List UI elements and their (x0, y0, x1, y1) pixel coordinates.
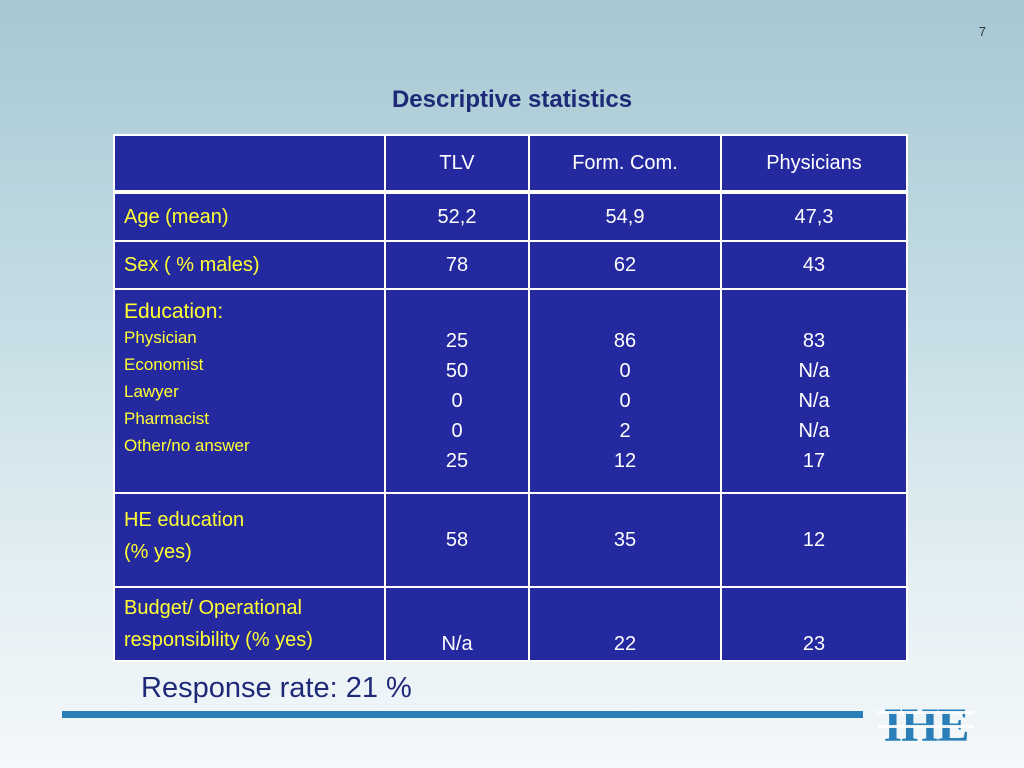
cell-he-tlv: 58 (384, 492, 530, 588)
education-value: 86 (613, 330, 637, 352)
he-label-line: (% yes) (124, 541, 192, 563)
footer-bar (62, 711, 863, 718)
response-rate: Response rate: 21 % (141, 672, 412, 704)
education-value: 83 (802, 330, 826, 352)
cell-sex-physicians: 43 (720, 240, 908, 290)
row-label-sex: Sex ( % males) (113, 240, 386, 290)
education-value: 0 (619, 390, 631, 412)
table-row: Education: Physician Economist Lawyer Ph… (113, 288, 908, 494)
table-row: HE education (% yes) 58 35 12 (113, 492, 908, 588)
cell-budget-form-com: 22 (528, 586, 722, 662)
slide-title: Descriptive statistics (391, 86, 633, 113)
ihe-logo: IHE (878, 699, 974, 745)
cell-he-physicians: 12 (720, 492, 908, 588)
header-row: TLV Form. Com. Physicians (113, 134, 908, 194)
page-number: 7 (978, 24, 986, 39)
education-sublabel: Lawyer (124, 382, 179, 401)
education-value: 0 (451, 420, 463, 442)
row-label-education: Education: Physician Economist Lawyer Ph… (113, 288, 386, 494)
cell-age-tlv: 52,2 (384, 191, 530, 242)
education-value: N/a (798, 390, 830, 412)
statistics-table: TLV Form. Com. Physicians Age (mean) 52,… (113, 134, 908, 662)
education-value: 17 (802, 450, 826, 472)
row-label-age: Age (mean) (113, 191, 386, 242)
header-cell-form-com: Form. Com. (528, 134, 722, 194)
cell-education-form-com: 86 0 0 2 12 (528, 288, 722, 494)
education-sublabel: Pharmacist (124, 409, 210, 428)
row-label-budget: Budget/ Operational responsibility (% ye… (113, 586, 386, 662)
education-value: 25 (445, 450, 469, 472)
education-value: 12 (613, 450, 637, 472)
svg-text:IHE: IHE (883, 699, 968, 745)
cell-budget-tlv: N/a (384, 586, 530, 662)
table-row: Sex ( % males) 78 62 43 (113, 240, 908, 290)
education-heading: Education: (124, 300, 224, 323)
education-value: N/a (798, 420, 830, 442)
table-row: Age (mean) 52,2 54,9 47,3 (113, 191, 908, 242)
education-value: 50 (445, 360, 469, 382)
education-sublabel: Other/no answer (124, 436, 250, 455)
budget-label-line: Budget/ Operational (124, 597, 302, 619)
cell-he-form-com: 35 (528, 492, 722, 588)
header-cell-tlv: TLV (384, 134, 530, 194)
cell-budget-physicians: 23 (720, 586, 908, 662)
cell-education-physicians: 83 N/a N/a N/a 17 (720, 288, 908, 494)
education-value: N/a (798, 360, 830, 382)
cell-sex-form-com: 62 (528, 240, 722, 290)
education-sublabel: Physician (124, 328, 197, 347)
he-label-line: HE education (124, 509, 245, 531)
header-cell-empty (113, 134, 386, 194)
header-cell-physicians: Physicians (720, 134, 908, 194)
education-value: 0 (619, 360, 631, 382)
education-value: 2 (619, 420, 631, 442)
education-value: 0 (451, 390, 463, 412)
budget-label-line: responsibility (% yes) (124, 629, 313, 651)
education-value: 25 (445, 330, 469, 352)
row-label-he-education: HE education (% yes) (113, 492, 386, 588)
cell-sex-tlv: 78 (384, 240, 530, 290)
cell-education-tlv: 25 50 0 0 25 (384, 288, 530, 494)
cell-age-physicians: 47,3 (720, 191, 908, 242)
table-row: Budget/ Operational responsibility (% ye… (113, 586, 908, 662)
education-sublabel: Economist (124, 355, 204, 374)
cell-age-form-com: 54,9 (528, 191, 722, 242)
